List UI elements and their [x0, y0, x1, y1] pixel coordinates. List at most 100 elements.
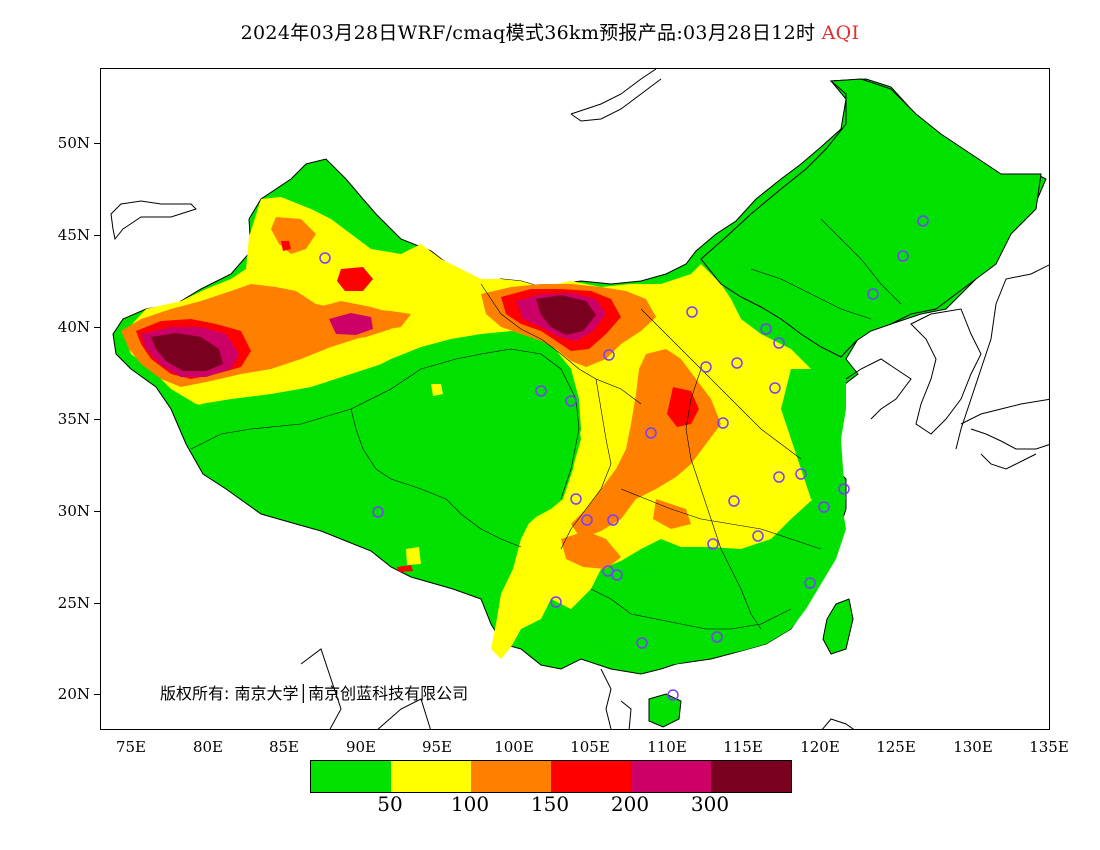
station-marker	[773, 471, 785, 483]
station-marker	[667, 689, 679, 701]
lat-tick	[94, 143, 100, 144]
province-border	[590, 588, 792, 630]
legend-swatch-red	[551, 761, 631, 792]
station-marker	[917, 215, 929, 227]
lat-tick	[94, 694, 100, 695]
coastline	[570, 69, 662, 122]
station-marker	[717, 417, 729, 429]
lat-label-20n: 20N	[57, 685, 90, 703]
northeast-green-region	[700, 78, 1042, 358]
tibet-green-region	[186, 334, 581, 577]
east-green-region	[781, 369, 846, 509]
taiwan-island	[822, 598, 854, 655]
aqi-red-spot	[397, 565, 413, 572]
station-marker	[867, 288, 879, 300]
coastline	[822, 718, 855, 729]
aqi-map	[110, 69, 1049, 729]
coastline	[845, 358, 912, 420]
station-marker	[731, 357, 743, 369]
aqi-maroon-region	[536, 295, 596, 335]
coastline	[955, 264, 1049, 450]
lat-tick	[94, 603, 100, 604]
province-border	[350, 408, 522, 548]
lat-tick	[94, 327, 100, 328]
legend-label-200: 200	[610, 792, 650, 816]
coastline	[600, 668, 632, 729]
coastline	[110, 200, 197, 241]
station-marker	[773, 337, 785, 349]
station-marker	[565, 395, 577, 407]
station-marker	[752, 530, 764, 542]
province-border	[820, 218, 902, 305]
station-marker	[686, 306, 698, 318]
title-text: 2024年03月28日WRF/cmaq模式36km预报产品:03月28日12时	[240, 22, 816, 44]
station-marker	[581, 514, 593, 526]
station-marker	[707, 538, 719, 550]
hainan-island	[648, 693, 682, 728]
station-markers	[319, 215, 929, 701]
copyright-notice: 版权所有: 南京大学│南京创蓝科技有限公司	[160, 684, 469, 703]
lat-tick	[94, 511, 100, 512]
province-border	[720, 548, 762, 630]
lon-label-80e: 80E	[192, 738, 224, 756]
province-border	[560, 378, 612, 550]
lon-label-100e: 100E	[494, 738, 534, 756]
aqi-maroon-region	[151, 333, 223, 371]
station-marker	[711, 631, 723, 643]
lon-label-95e: 95E	[421, 738, 453, 756]
station-marker	[636, 637, 648, 649]
lon-label-75e: 75E	[115, 738, 147, 756]
aqi-legend	[310, 760, 792, 793]
coastline	[300, 648, 431, 729]
station-marker	[760, 323, 772, 335]
station-marker	[728, 495, 740, 507]
station-marker	[804, 577, 816, 589]
aqi-magenta-region	[329, 313, 373, 335]
legend-label-100: 100	[450, 792, 490, 816]
legend-swatch-green	[311, 761, 391, 792]
legend-label-50: 50	[377, 792, 403, 816]
province-border	[620, 488, 822, 550]
legend-swatch-maroon	[711, 761, 791, 792]
station-marker	[607, 514, 619, 526]
lat-tick	[94, 419, 100, 420]
aqi-yellow-spot	[431, 384, 443, 396]
coastline	[970, 428, 1049, 450]
south-green-region	[591, 499, 846, 667]
lon-label-90e: 90E	[345, 738, 377, 756]
station-marker	[570, 493, 582, 505]
station-marker	[645, 427, 657, 439]
legend-swatch-yellow	[391, 761, 471, 792]
aqi-red-region	[667, 387, 699, 427]
lon-label-110e: 110E	[647, 738, 687, 756]
lat-label-50n: 50N	[57, 134, 90, 152]
aqi-orange-region	[561, 531, 621, 569]
coastline	[980, 453, 1037, 470]
lat-label-40n: 40N	[57, 318, 90, 336]
aqi-yellow-spot	[406, 547, 421, 565]
lon-label-105e: 105E	[570, 738, 610, 756]
lon-label-135e: 135E	[1029, 738, 1069, 756]
lat-label-45n: 45N	[57, 226, 90, 244]
lat-label-35n: 35N	[57, 410, 90, 428]
province-border	[480, 283, 642, 405]
station-marker	[700, 361, 712, 373]
province-border	[640, 308, 802, 460]
lat-tick	[94, 235, 100, 236]
lon-label-85e: 85E	[268, 738, 300, 756]
lon-label-120e: 120E	[800, 738, 840, 756]
aqi-red-region	[281, 241, 291, 251]
lat-label-30n: 30N	[57, 502, 90, 520]
station-marker	[838, 483, 850, 495]
station-marker	[603, 349, 615, 361]
lon-label-125e: 125E	[876, 738, 916, 756]
station-marker	[602, 565, 614, 577]
station-marker	[818, 501, 830, 513]
legend-label-150: 150	[530, 792, 570, 816]
station-marker	[897, 250, 909, 262]
station-marker	[535, 385, 547, 397]
map-title: 2024年03月28日WRF/cmaq模式36km预报产品:03月28日12时 …	[0, 18, 1100, 45]
aqi-orange-region	[653, 499, 691, 529]
lon-label-115e: 115E	[723, 738, 763, 756]
station-marker	[550, 596, 562, 608]
